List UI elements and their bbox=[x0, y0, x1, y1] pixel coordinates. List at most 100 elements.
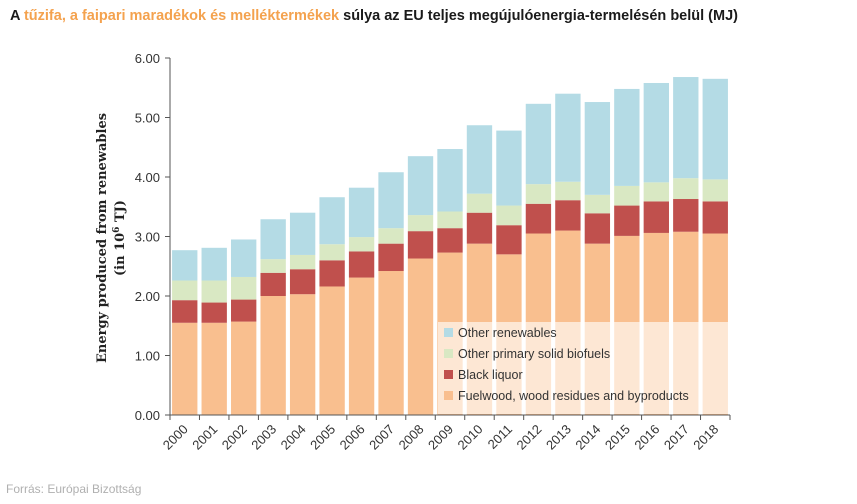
bar-segment-black_liquor bbox=[555, 200, 581, 231]
x-tick-label: 2016 bbox=[631, 422, 662, 453]
bar-segment-other_renewables bbox=[260, 219, 286, 260]
bar-segment-other_renewables bbox=[525, 103, 552, 185]
y-axis-label: Energy produced from renewables bbox=[95, 113, 110, 363]
bar-segment-other_solid bbox=[378, 228, 404, 244]
y-tick-label: 1.00 bbox=[135, 349, 160, 364]
legend-swatch-black_liquor bbox=[444, 370, 453, 379]
y-tick-label: 0.00 bbox=[135, 408, 160, 423]
x-tick-label: 2013 bbox=[543, 422, 574, 453]
x-tick-label: 2014 bbox=[572, 422, 603, 453]
legend-swatch-other_renewables bbox=[444, 328, 453, 337]
legend-label-black_liquor: Black liquor bbox=[458, 368, 523, 382]
bar-segment-other_solid bbox=[614, 185, 640, 206]
bar-segment-other_renewables bbox=[172, 250, 198, 281]
bar-segment-fuelwood bbox=[172, 322, 198, 415]
bar-segment-black_liquor bbox=[231, 299, 257, 322]
bar-segment-other_renewables bbox=[555, 93, 581, 182]
bar-segment-black_liquor bbox=[496, 225, 522, 255]
bar-segment-fuelwood bbox=[378, 271, 404, 415]
y-tick-label: 6.00 bbox=[135, 51, 160, 66]
legend-label-other_solid: Other primary solid biofuels bbox=[458, 347, 610, 361]
bar-segment-other_solid bbox=[289, 254, 316, 270]
bar-segment-black_liquor bbox=[172, 300, 198, 323]
x-tick-label: 2001 bbox=[189, 422, 220, 453]
legend-label-other_renewables: Other renewables bbox=[458, 326, 557, 340]
bar-segment-other_solid bbox=[201, 280, 227, 303]
legend-swatch-other_solid bbox=[444, 349, 453, 358]
bar-segment-other_solid bbox=[348, 237, 375, 252]
bar-segment-other_solid bbox=[496, 205, 522, 226]
y-axis-units-end: TJ) bbox=[113, 200, 128, 227]
bar-segment-black_liquor bbox=[407, 231, 434, 259]
title-prefix: A bbox=[10, 8, 24, 24]
bar-segment-other_renewables bbox=[673, 77, 699, 179]
bar-segment-other_renewables bbox=[201, 247, 227, 281]
x-tick-label: 2002 bbox=[219, 422, 250, 453]
bar-segment-other_renewables bbox=[348, 187, 375, 238]
x-tick-label: 2003 bbox=[248, 422, 279, 453]
bar-segment-other_renewables bbox=[319, 197, 345, 245]
x-tick-label: 2015 bbox=[602, 422, 633, 453]
bar-segment-fuelwood bbox=[348, 277, 375, 415]
bar-segment-other_solid bbox=[584, 194, 611, 214]
bar-segment-other_renewables bbox=[378, 172, 404, 229]
chart-title: A tűzifa, a faipari maradékok és mellékt… bbox=[10, 8, 850, 24]
bar-segment-other_renewables bbox=[584, 102, 611, 195]
bar-segment-other_solid bbox=[643, 182, 669, 202]
bar-segment-other_solid bbox=[319, 244, 345, 261]
bar-segment-other_solid bbox=[673, 178, 699, 200]
y-tick-label: 3.00 bbox=[135, 230, 160, 245]
bar-segment-other_renewables bbox=[437, 149, 463, 212]
bar-segment-black_liquor bbox=[673, 199, 699, 232]
stacked-bar-chart: 0.001.002.003.004.005.006.00 20002001200… bbox=[95, 51, 731, 453]
x-tick-label: 2012 bbox=[513, 422, 544, 453]
bar-segment-other_renewables bbox=[289, 212, 316, 255]
y-tick-label: 2.00 bbox=[135, 289, 160, 304]
bar-segment-other_renewables bbox=[702, 78, 728, 180]
bar-segment-other_solid bbox=[407, 215, 434, 232]
bar-segment-other_solid bbox=[260, 259, 286, 273]
legend-background bbox=[438, 322, 730, 414]
bar-segment-fuelwood bbox=[201, 322, 227, 415]
bar-segment-other_solid bbox=[437, 211, 463, 229]
x-tick-label: 2008 bbox=[396, 422, 427, 453]
x-tick-label: 2005 bbox=[307, 422, 338, 453]
bar-segment-other_solid bbox=[172, 280, 198, 301]
legend: Other renewables Other primary solid biof… bbox=[438, 322, 730, 414]
bar-segment-black_liquor bbox=[260, 272, 286, 296]
bar-segment-other_renewables bbox=[614, 88, 640, 186]
bar-segment-fuelwood bbox=[289, 294, 316, 415]
x-tick-label: 2010 bbox=[455, 422, 486, 453]
x-tick-label: 2011 bbox=[485, 422, 515, 452]
source-note: Forrás: Európai Bizottság bbox=[6, 482, 142, 496]
bar-segment-black_liquor bbox=[466, 212, 493, 244]
title-highlight: tűzifa, a faipari maradékok és mellékter… bbox=[23, 8, 340, 24]
bar-segment-black_liquor bbox=[201, 302, 227, 323]
x-tick-label: 2018 bbox=[690, 422, 721, 453]
x-tick-label: 2017 bbox=[661, 422, 692, 453]
bar-segment-black_liquor bbox=[643, 201, 669, 233]
bar-segment-other_solid bbox=[525, 184, 552, 204]
legend-label-fuelwood: Fuelwood, wood residues and byproducts bbox=[458, 389, 689, 403]
bar-segment-black_liquor bbox=[348, 251, 375, 278]
bar-segment-other_renewables bbox=[496, 130, 522, 206]
legend-swatch-fuelwood bbox=[444, 391, 453, 400]
y-axis-units-prefix: (in 10 bbox=[113, 233, 128, 276]
x-tick-label: 2007 bbox=[366, 422, 397, 453]
y-tick-label: 5.00 bbox=[135, 111, 160, 126]
bar-segment-fuelwood bbox=[319, 286, 345, 415]
x-tick-label: 2004 bbox=[278, 422, 309, 453]
bar-segment-other_solid bbox=[555, 181, 581, 201]
bar-segment-black_liquor bbox=[525, 203, 552, 234]
bar-segment-other_solid bbox=[231, 276, 257, 300]
y-tick-label: 4.00 bbox=[135, 170, 160, 185]
bar-segment-fuelwood bbox=[260, 296, 286, 415]
bar-segment-black_liquor bbox=[437, 228, 463, 253]
y-axis-units-sup: 6 bbox=[112, 227, 122, 233]
x-tick-label: 2000 bbox=[160, 422, 191, 453]
bar-segment-black_liquor bbox=[614, 205, 640, 236]
bar-segment-black_liquor bbox=[702, 201, 728, 234]
y-axis-label-units: (in 106 TJ) bbox=[112, 200, 128, 276]
bar-segment-other_renewables bbox=[407, 156, 434, 216]
y-ticks-layer: 0.00 1.00 2.00 3.00 4.00 5.00 6.00 bbox=[135, 51, 170, 423]
